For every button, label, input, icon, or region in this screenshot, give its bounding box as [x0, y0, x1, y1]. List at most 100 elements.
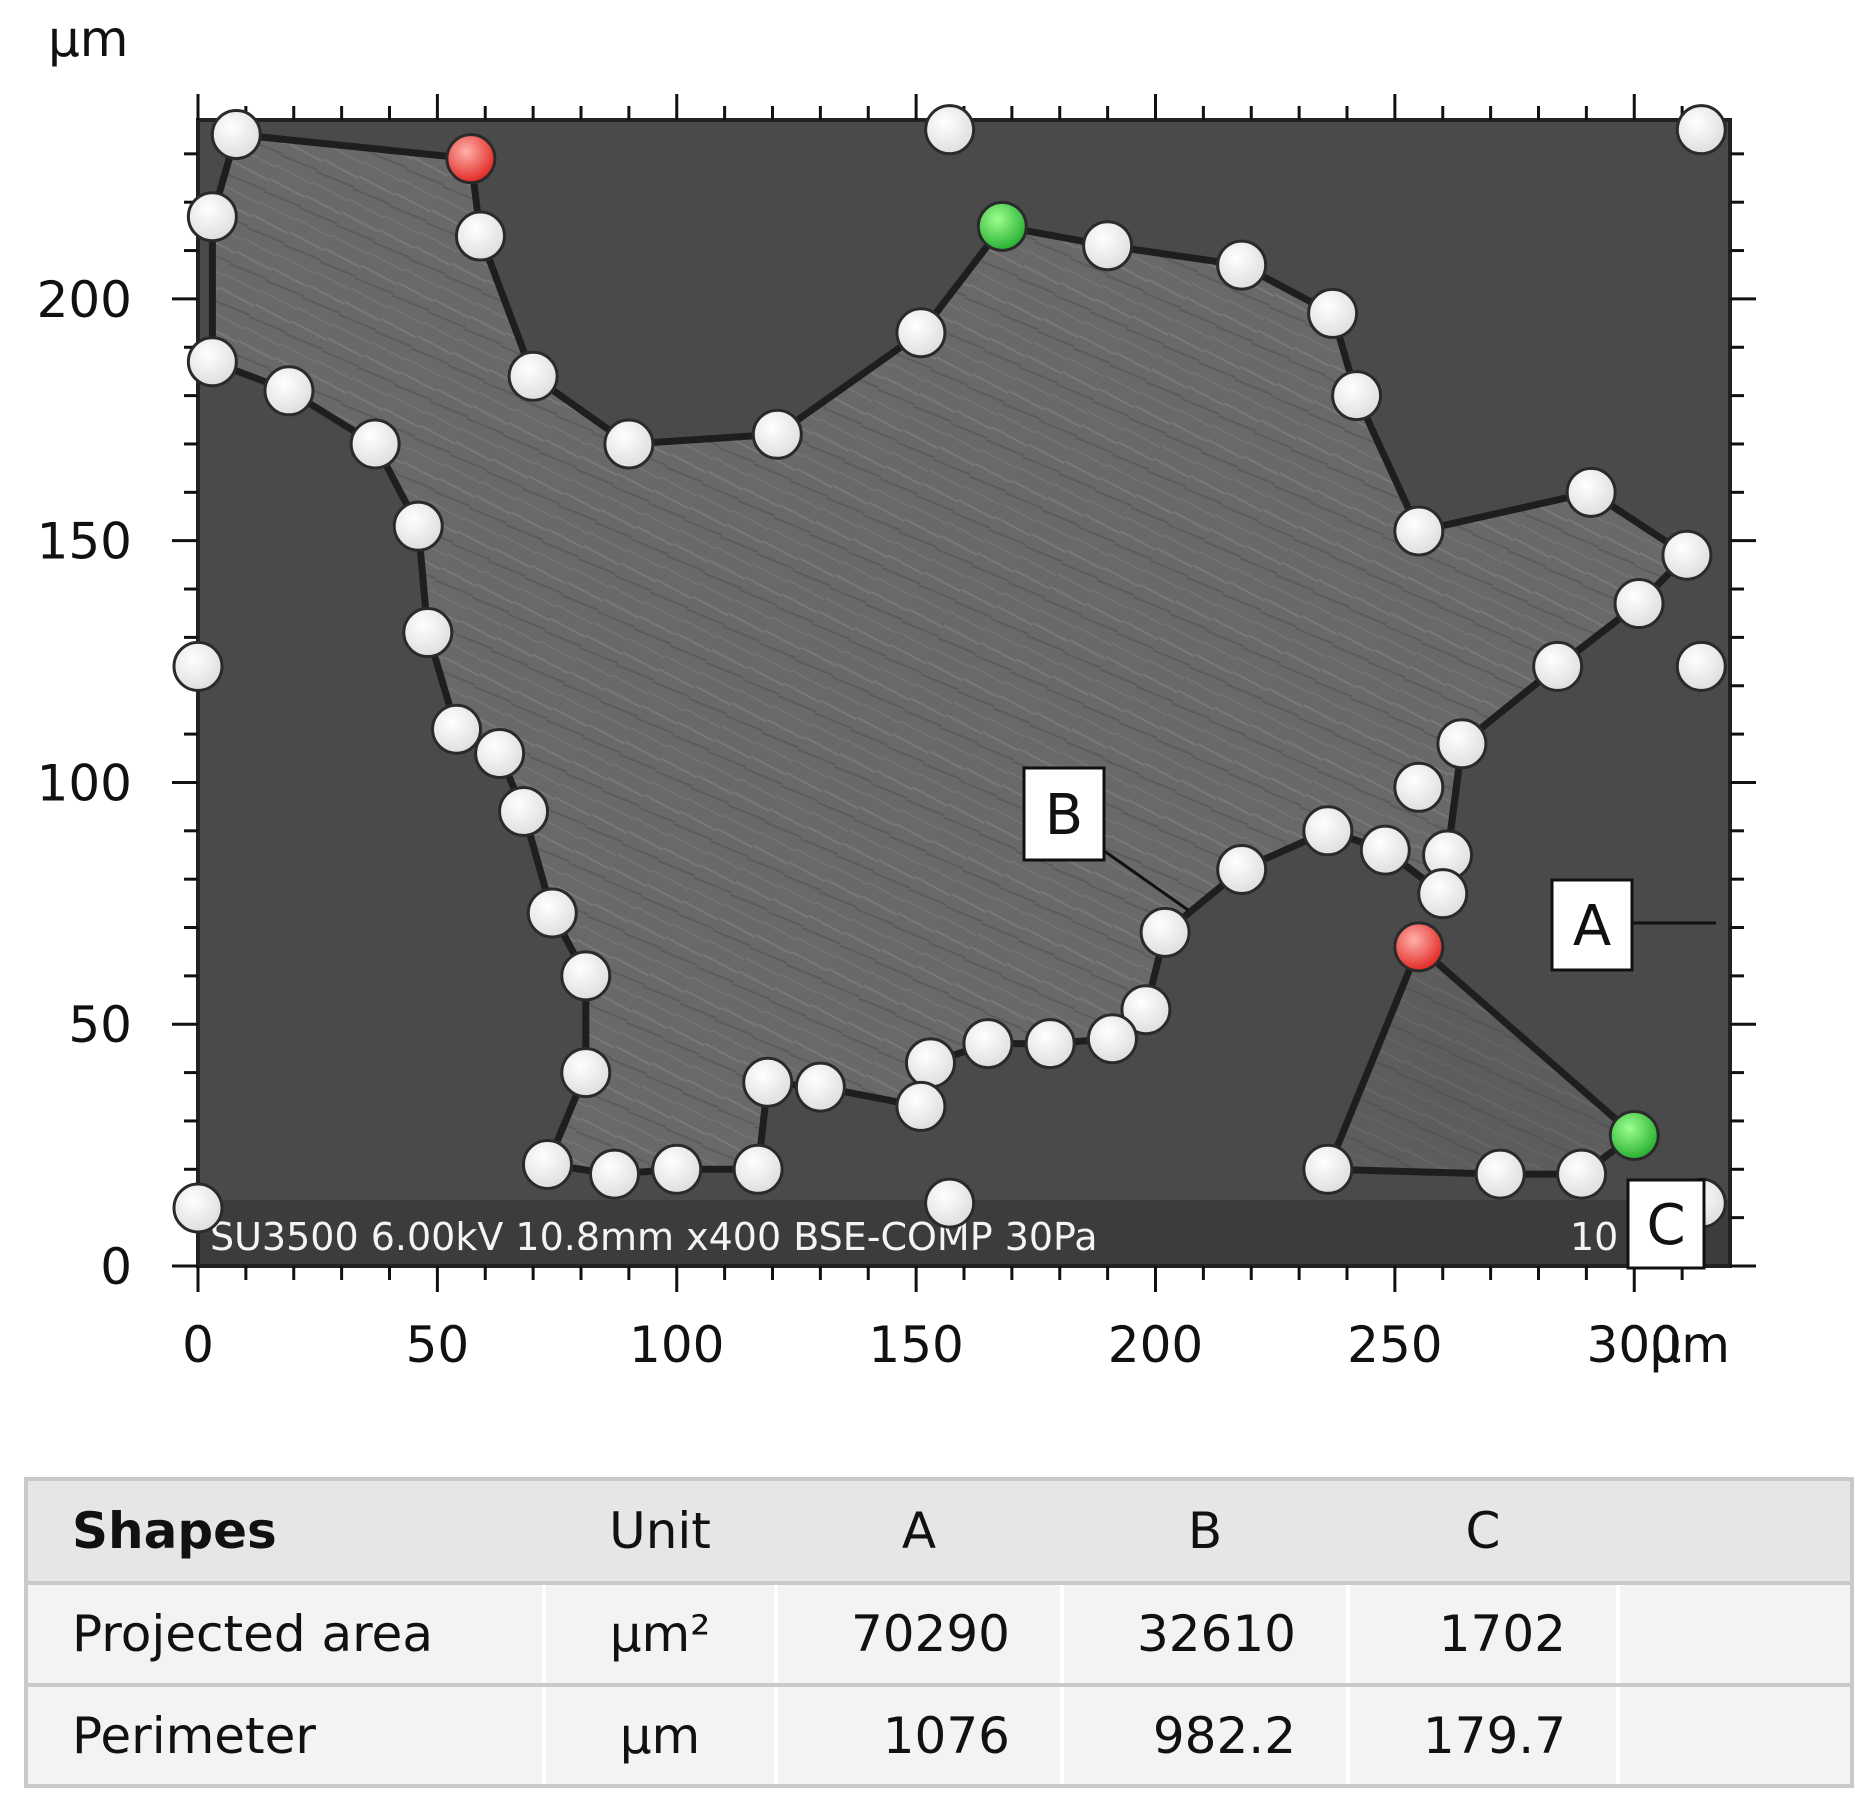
row-value-b: 32610	[1062, 1583, 1350, 1688]
node-point[interactable]	[507, 350, 559, 402]
node-point[interactable]	[498, 785, 550, 837]
node-point[interactable]	[1417, 868, 1469, 920]
node-end[interactable]	[445, 133, 497, 185]
node-point[interactable]	[474, 727, 526, 779]
node-end[interactable]	[1393, 921, 1445, 973]
node-point[interactable]	[924, 1177, 976, 1229]
node-point[interactable]	[1086, 1013, 1138, 1065]
node-point[interactable]	[751, 408, 803, 460]
node-point[interactable]	[186, 336, 238, 388]
x-axis-unit: µm	[1649, 1316, 1730, 1374]
y-axis-tick-labels: 0 50 100 150 200	[37, 271, 132, 1296]
node-point[interactable]	[895, 307, 947, 359]
node-point[interactable]	[431, 703, 483, 755]
callout-a[interactable]: A	[1550, 878, 1716, 972]
node-point[interactable]	[1565, 466, 1617, 518]
y-axis-unit: µm	[48, 10, 129, 68]
node-start[interactable]	[976, 200, 1028, 252]
node-point[interactable]	[1216, 843, 1268, 895]
table-header-row: Shapes Unit A B C	[28, 1481, 1850, 1585]
scale-label: 10	[1570, 1215, 1618, 1259]
header-empty	[1618, 1481, 1850, 1585]
node-point[interactable]	[1359, 824, 1411, 876]
callout-c[interactable]: C	[1626, 1178, 1706, 1270]
axis-ticks	[172, 94, 1756, 1292]
node-point[interactable]	[1120, 984, 1172, 1036]
header-unit: Unit	[544, 1481, 776, 1585]
results-table: Shapes Unit A B C Projected area µm² 702…	[24, 1477, 1854, 1788]
node-point[interactable]	[560, 1047, 612, 1099]
x-tick-label: 300	[1587, 1316, 1682, 1374]
node-point[interactable]	[172, 640, 224, 692]
y-tick-label: 0	[100, 1238, 132, 1296]
node-point[interactable]	[349, 418, 401, 470]
node-point[interactable]	[589, 1148, 641, 1200]
node-point[interactable]	[1661, 529, 1713, 581]
node-point[interactable]	[1082, 220, 1134, 272]
node-point[interactable]	[1139, 906, 1191, 958]
node-point[interactable]	[895, 1080, 947, 1132]
node-point[interactable]	[454, 210, 506, 262]
node-point[interactable]	[172, 1182, 224, 1234]
node-point[interactable]	[1393, 505, 1445, 557]
callout-c-label: C	[1646, 1193, 1685, 1258]
node-point[interactable]	[1675, 104, 1727, 156]
header-shapes: Shapes	[28, 1481, 544, 1585]
row-name: Projected area	[28, 1583, 546, 1688]
node-point[interactable]	[560, 950, 612, 1002]
header-b: B	[1062, 1481, 1348, 1585]
y-tick-label: 50	[68, 996, 132, 1054]
row-value-a: 70290	[776, 1583, 1064, 1688]
row-name: Perimeter	[28, 1685, 546, 1784]
node-point[interactable]	[1532, 640, 1584, 692]
node-point[interactable]	[1216, 239, 1268, 291]
y-tick-label: 150	[37, 513, 132, 571]
callout-b[interactable]: B	[1022, 766, 1189, 912]
node-point[interactable]	[1675, 640, 1727, 692]
node-point[interactable]	[1393, 761, 1445, 813]
node-point[interactable]	[651, 1143, 703, 1195]
callout-b-label: B	[1045, 783, 1083, 848]
x-axis-tick-labels: 0 50 100 150 200 250 300	[182, 1316, 1682, 1374]
row-empty	[1618, 1583, 1850, 1688]
x-tick-label: 250	[1347, 1316, 1442, 1374]
node-point[interactable]	[263, 365, 315, 417]
node-point[interactable]	[210, 109, 262, 161]
node-point[interactable]	[1331, 370, 1383, 422]
node-point[interactable]	[924, 104, 976, 156]
x-tick-label: 100	[629, 1316, 724, 1374]
node-point[interactable]	[1436, 718, 1488, 770]
node-point[interactable]	[1302, 1143, 1354, 1195]
shape-nodes[interactable]	[172, 104, 1727, 1234]
shape-outline-c	[1324, 944, 1638, 1178]
header-a: A	[776, 1481, 1062, 1585]
node-point[interactable]	[1307, 287, 1359, 339]
x-tick-label: 150	[868, 1316, 963, 1374]
node-point[interactable]	[732, 1143, 784, 1195]
node-point[interactable]	[186, 191, 238, 243]
node-point[interactable]	[392, 500, 444, 552]
table-row: Projected area µm² 70290 32610 1702	[28, 1583, 1850, 1688]
node-point[interactable]	[1556, 1148, 1608, 1200]
row-value-b: 982.2	[1062, 1685, 1350, 1784]
x-tick-label: 50	[406, 1316, 470, 1374]
row-unit: µm²	[544, 1583, 778, 1688]
y-tick-label: 100	[37, 754, 132, 812]
node-point[interactable]	[794, 1061, 846, 1113]
node-point[interactable]	[521, 1138, 573, 1190]
node-point[interactable]	[526, 887, 578, 939]
node-point[interactable]	[402, 607, 454, 659]
callout-a-label: A	[1573, 894, 1611, 959]
node-point[interactable]	[603, 418, 655, 470]
node-point[interactable]	[962, 1018, 1014, 1070]
y-tick-label: 200	[37, 271, 132, 329]
node-point[interactable]	[742, 1056, 794, 1108]
x-tick-label: 200	[1108, 1316, 1203, 1374]
node-point[interactable]	[904, 1037, 956, 1089]
node-point[interactable]	[1302, 805, 1354, 857]
node-point[interactable]	[1024, 1018, 1076, 1070]
node-point[interactable]	[1474, 1148, 1526, 1200]
row-value-c: 179.7	[1348, 1685, 1620, 1784]
node-start[interactable]	[1608, 1109, 1660, 1161]
node-point[interactable]	[1613, 578, 1665, 630]
